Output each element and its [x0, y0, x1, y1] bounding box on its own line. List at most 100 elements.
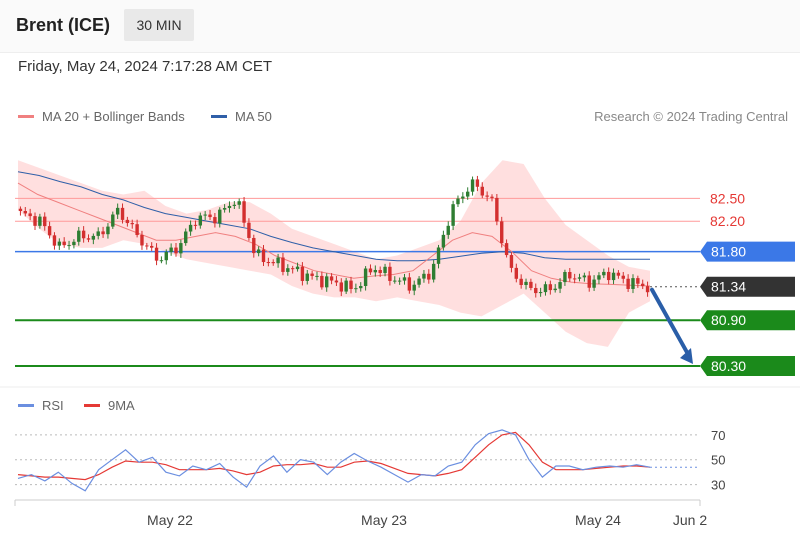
candle-body	[378, 269, 382, 274]
candle-body	[553, 288, 557, 291]
candle-body	[310, 273, 314, 276]
rsi-tick-70: 70	[711, 428, 725, 443]
candle-body	[111, 214, 115, 227]
candle-body	[72, 241, 76, 246]
candle-body	[208, 214, 212, 218]
candle-body	[18, 208, 23, 212]
candle-body	[354, 288, 358, 290]
candle-body	[145, 245, 149, 247]
ma20-line	[17, 182, 651, 287]
ma50-swatch	[211, 115, 227, 119]
candle-body	[465, 191, 470, 197]
candle-body	[631, 278, 635, 289]
candle-body	[23, 211, 27, 214]
candle-body	[621, 275, 625, 279]
candle-body	[490, 196, 494, 198]
level-label-82.50: 82.50	[710, 190, 745, 206]
candle-body	[252, 237, 256, 254]
legend-rsi-label: RSI	[42, 398, 64, 413]
candle-body	[135, 224, 139, 235]
candle-body	[198, 215, 203, 226]
candle-body	[203, 214, 207, 216]
candle-body	[461, 196, 465, 199]
level-label-82.20: 82.20	[710, 213, 745, 229]
level-tag-81.80	[700, 241, 795, 262]
candle-body	[470, 179, 475, 192]
candle-body	[140, 234, 144, 246]
candle-body	[295, 266, 300, 270]
level-tag-81.34	[700, 276, 795, 297]
candle-body	[232, 204, 237, 206]
bollinger-band	[18, 160, 650, 347]
candle-body	[388, 266, 392, 281]
candle-body	[247, 222, 251, 238]
candle-body	[62, 241, 66, 246]
candle-body	[125, 219, 130, 224]
candle-body	[427, 273, 431, 280]
candle-body	[154, 247, 159, 261]
candle-body	[96, 231, 100, 236]
candle-body	[519, 278, 523, 286]
candle-body	[276, 257, 280, 264]
chart-datetime: Friday, May 24, 2024 7:17:28 AM CET	[18, 58, 273, 75]
candle-body	[534, 287, 538, 294]
candle-body	[417, 278, 421, 285]
candle-body	[28, 213, 32, 217]
candle-body	[86, 238, 91, 240]
candle-body	[290, 268, 295, 270]
candle-body	[568, 272, 572, 279]
legend-rsi: RSI	[18, 398, 64, 413]
candle-body	[281, 257, 285, 272]
candle-body	[179, 243, 183, 254]
candle-body	[325, 276, 329, 288]
candle-body	[218, 209, 222, 224]
x-tick-label: May 23	[361, 512, 407, 528]
candle-body	[606, 271, 611, 281]
candle-body	[373, 269, 378, 273]
instrument-title: Brent (ICE)	[16, 15, 110, 35]
candle-body	[441, 234, 446, 248]
candle-body	[456, 198, 460, 205]
candle-body	[363, 268, 368, 287]
candle-body	[359, 286, 363, 289]
forecast-arrow-shaft	[650, 287, 691, 358]
ma20-swatch	[18, 115, 34, 119]
level-label-81.34: 81.34	[711, 279, 746, 295]
candle-body	[524, 281, 528, 286]
candle-body	[475, 179, 480, 187]
candle-body	[500, 221, 504, 244]
candle-body	[47, 226, 52, 236]
candle-body	[412, 284, 416, 291]
legend-ma20-label: MA 20 + Bollinger Bands	[42, 109, 185, 124]
level-tag-80.90	[700, 310, 795, 331]
legend-rsi-ma: 9MA	[84, 398, 135, 413]
timeframe-button[interactable]: 30 MIN	[124, 9, 194, 41]
candle-body	[237, 201, 241, 205]
candle-body	[587, 275, 591, 288]
candle-body	[101, 231, 105, 235]
candle-body	[256, 249, 261, 254]
candle-body	[393, 280, 397, 282]
candle-body	[300, 266, 305, 281]
legend-ma50-label: MA 50	[235, 109, 272, 124]
candle-body	[543, 284, 548, 293]
copyright-text: Research © 2024 Trading Central	[594, 109, 788, 124]
candle-body	[641, 283, 645, 287]
candle-body	[563, 272, 567, 283]
legend-ma20: MA 20 + Bollinger Bands	[18, 109, 185, 124]
candle-body	[504, 243, 509, 256]
candle-body	[159, 260, 164, 262]
candle-body	[548, 284, 553, 291]
candle-body	[529, 281, 533, 288]
candle-body	[193, 224, 198, 226]
candle-body	[43, 216, 47, 227]
candle-body	[67, 245, 71, 247]
candle-body	[602, 271, 606, 276]
candle-body	[577, 277, 582, 279]
candle-body	[514, 267, 519, 279]
legend-ma50: MA 50	[211, 109, 272, 124]
candle-body	[636, 278, 640, 284]
candle-body	[286, 268, 290, 272]
candle-body	[149, 245, 154, 248]
